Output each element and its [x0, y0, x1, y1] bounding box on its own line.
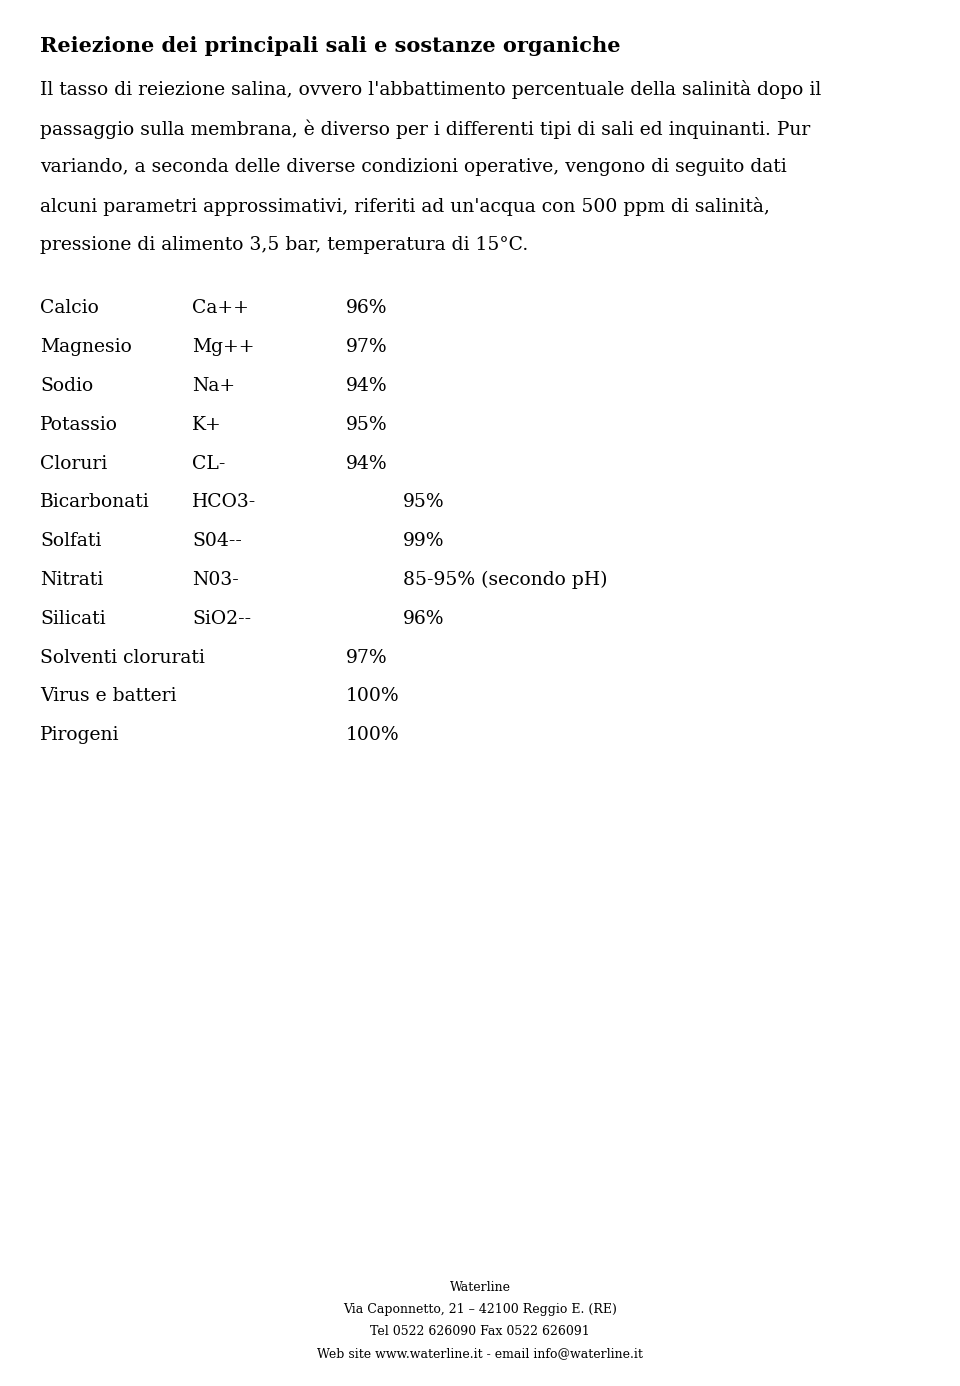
Text: Nitrati: Nitrati: [40, 571, 104, 589]
Text: Cloruri: Cloruri: [40, 455, 108, 473]
Text: S04--: S04--: [192, 532, 242, 550]
Text: Il tasso di reiezione salina, ovvero l'abbattimento percentuale della salinità d: Il tasso di reiezione salina, ovvero l'a…: [40, 80, 822, 100]
Text: Bicarbonati: Bicarbonati: [40, 493, 150, 511]
Text: 96%: 96%: [403, 610, 444, 628]
Text: 97%: 97%: [346, 649, 387, 667]
Text: 96%: 96%: [346, 299, 387, 317]
Text: 85-95% (secondo pH): 85-95% (secondo pH): [403, 571, 608, 589]
Text: 94%: 94%: [346, 377, 387, 395]
Text: 95%: 95%: [346, 416, 387, 434]
Text: variando, a seconda delle diverse condizioni operative, vengono di seguito dati: variando, a seconda delle diverse condiz…: [40, 158, 787, 176]
Text: passaggio sulla membrana, è diverso per i differenti tipi di sali ed inquinanti.: passaggio sulla membrana, è diverso per …: [40, 119, 810, 139]
Text: Web site www.waterline.it - email info@waterline.it: Web site www.waterline.it - email info@w…: [317, 1347, 643, 1360]
Text: Solventi clorurati: Solventi clorurati: [40, 649, 205, 667]
Text: Tel 0522 626090 Fax 0522 626091: Tel 0522 626090 Fax 0522 626091: [371, 1325, 589, 1337]
Text: 99%: 99%: [403, 532, 444, 550]
Text: 100%: 100%: [346, 726, 399, 744]
Text: pressione di alimento 3,5 bar, temperatura di 15°C.: pressione di alimento 3,5 bar, temperatu…: [40, 236, 529, 254]
Text: 94%: 94%: [346, 455, 387, 473]
Text: Pirogeni: Pirogeni: [40, 726, 120, 744]
Text: CL-: CL-: [192, 455, 226, 473]
Text: K+: K+: [192, 416, 222, 434]
Text: Ca++: Ca++: [192, 299, 249, 317]
Text: Virus e batteri: Virus e batteri: [40, 687, 177, 705]
Text: Magnesio: Magnesio: [40, 338, 132, 356]
Text: N03-: N03-: [192, 571, 239, 589]
Text: alcuni parametri approssimativi, riferiti ad un'acqua con 500 ppm di salinità,: alcuni parametri approssimativi, riferit…: [40, 197, 770, 216]
Text: Sodio: Sodio: [40, 377, 93, 395]
Text: Via Caponnetto, 21 – 42100 Reggio E. (RE): Via Caponnetto, 21 – 42100 Reggio E. (RE…: [343, 1303, 617, 1315]
Text: HCO3-: HCO3-: [192, 493, 256, 511]
Text: Waterline: Waterline: [449, 1281, 511, 1293]
Text: Reiezione dei principali sali e sostanze organiche: Reiezione dei principali sali e sostanze…: [40, 36, 621, 55]
Text: 95%: 95%: [403, 493, 444, 511]
Text: SiO2--: SiO2--: [192, 610, 252, 628]
Text: Na+: Na+: [192, 377, 235, 395]
Text: Silicati: Silicati: [40, 610, 106, 628]
Text: 100%: 100%: [346, 687, 399, 705]
Text: 97%: 97%: [346, 338, 387, 356]
Text: Mg++: Mg++: [192, 338, 254, 356]
Text: Calcio: Calcio: [40, 299, 99, 317]
Text: Solfati: Solfati: [40, 532, 102, 550]
Text: Potassio: Potassio: [40, 416, 118, 434]
